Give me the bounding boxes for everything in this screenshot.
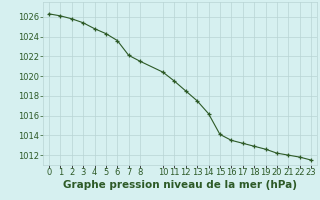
X-axis label: Graphe pression niveau de la mer (hPa): Graphe pression niveau de la mer (hPa) [63, 180, 297, 190]
